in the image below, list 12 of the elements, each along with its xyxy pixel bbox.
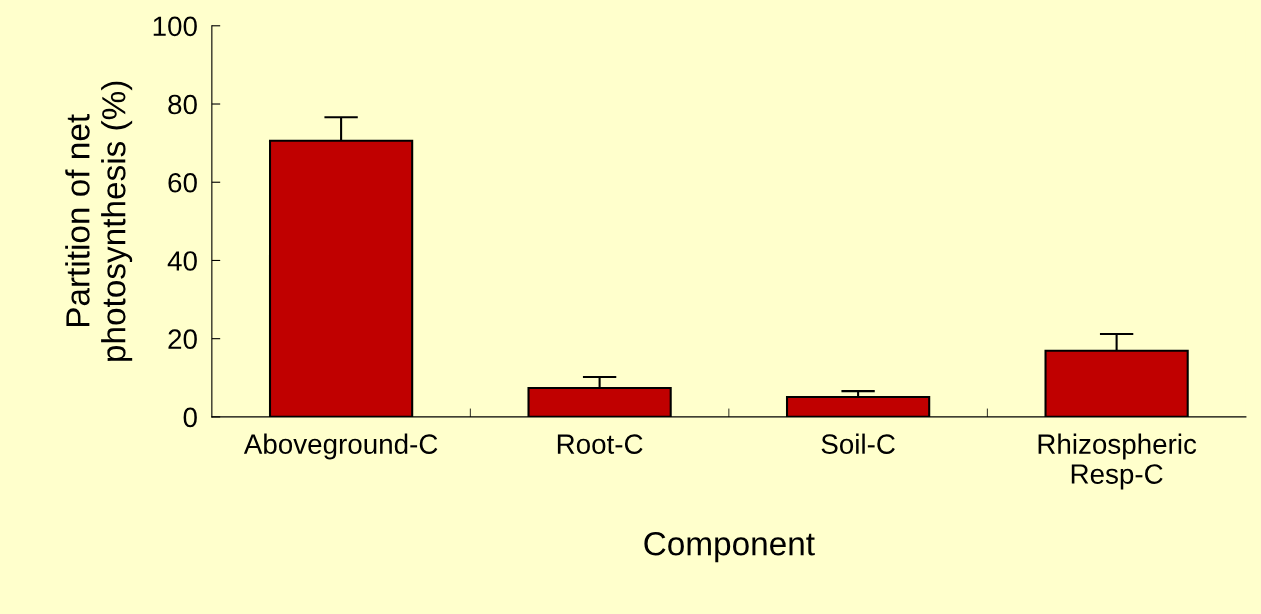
x-tick-label: Soil-C	[821, 433, 895, 454]
y-tick-label: 20	[168, 329, 197, 350]
y-tick-label: 100	[153, 16, 197, 37]
y-tick-label: 60	[168, 172, 197, 193]
x-axis-title: Component	[644, 531, 815, 563]
x-tick-label: Root-C	[557, 434, 643, 454]
y-tick-label: 80	[168, 94, 197, 115]
y-axis-title: Partition of net photosynthesis (%)	[65, 81, 133, 361]
x-tick-label: Rhizospheric Resp-C	[1038, 433, 1197, 490]
y-tick-label: 0	[183, 407, 197, 428]
y-tick-label: 40	[167, 251, 197, 271]
x-tick-label: Aboveground-C	[243, 433, 438, 460]
